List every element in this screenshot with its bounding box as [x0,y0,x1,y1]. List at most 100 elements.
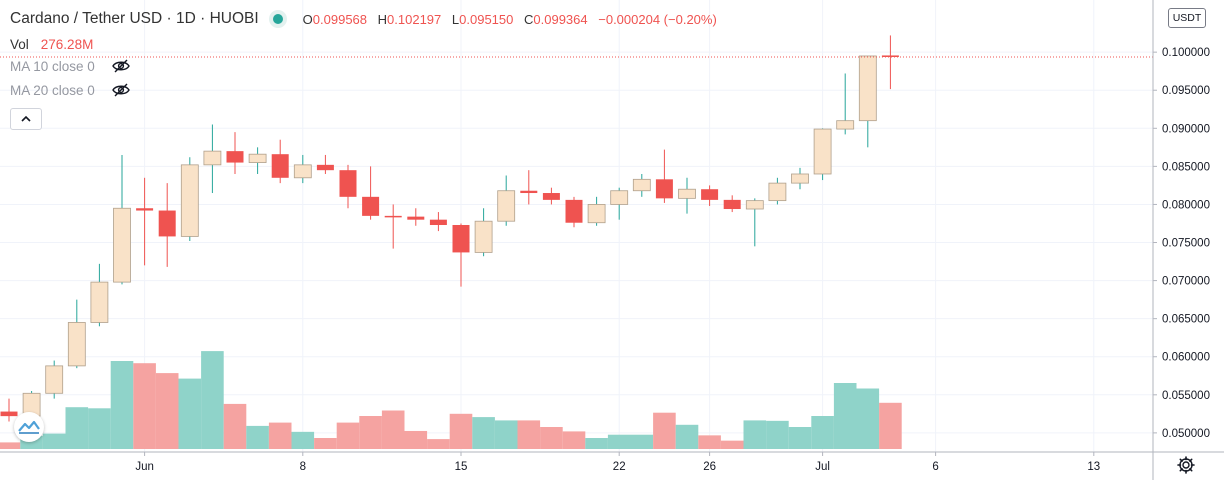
candle-body [384,215,402,218]
candle-body [407,216,425,220]
volume-bar [766,420,789,449]
candle-body [362,196,380,216]
collapse-legend-button[interactable] [10,108,42,130]
candle-body [678,188,696,199]
eye-hidden-icon[interactable] [111,58,131,74]
candle-body [474,220,493,253]
eye-hidden-icon[interactable] [111,82,131,98]
open-value: 0.099568 [312,11,368,27]
volume-bar [155,373,179,449]
time-tick-label: 8 [300,461,306,473]
symbol-title[interactable]: Cardano / Tether USD · 1D · HUOBI [10,10,259,27]
volume-bar [585,438,608,449]
candle-body [768,182,787,202]
candle-body [339,170,357,197]
candle-body [271,154,289,178]
candle-body [452,225,470,253]
volume-bar [133,363,156,449]
time-tick-label: 13 [1087,461,1100,473]
volume-bar [494,420,518,449]
volume-bar [833,383,857,449]
volume-bar [788,427,812,449]
candlesticks [0,35,899,422]
volume-bar [743,420,767,449]
volume-bar [0,442,21,449]
market-status-dot [272,14,283,24]
ohlc-values: O0.099568 H0.102197 L0.095150 C0.099364 … [303,12,717,27]
high-value: 0.102197 [387,11,442,27]
candle-body [587,204,606,224]
volume-bar [811,416,834,449]
candle-body [316,164,334,171]
candle-body [881,55,899,57]
candle-body [429,219,447,226]
time-tick-label: 22 [613,461,626,473]
time-tick-label: Jun [135,461,154,473]
volume-bar [314,438,337,449]
ma10-label[interactable]: MA 10 close 0 [10,58,95,74]
candle-body [745,200,764,210]
candle-body [293,164,312,179]
candle-body [226,151,244,163]
open-label: O [302,11,313,27]
volume-bar [246,425,269,449]
close-value: 0.099364 [533,11,588,27]
tradingview-logo[interactable] [14,412,44,442]
currency-badge[interactable]: USDT [1168,8,1206,28]
volume-bars [0,351,902,449]
volume-bar [517,420,541,449]
volume-bar [856,388,880,449]
candle-body [520,190,538,194]
candle-body [158,210,176,237]
volume-bar [630,434,654,449]
price-tick-label: 0.085000 [1162,161,1210,173]
volume-bar [88,408,111,449]
candle-body [836,120,855,130]
volume-value: 276.28M [40,36,94,52]
volume-bar [653,412,676,449]
candle-body [67,322,86,367]
candle-body [701,189,719,200]
logo-icon [18,420,40,434]
candle-body [113,207,131,283]
candle-body [813,128,832,175]
price-tick-label: 0.075000 [1162,238,1210,250]
volume-bar [427,439,450,449]
candle-body [0,411,18,417]
candle-body [858,55,877,122]
volume-bar [178,378,202,449]
price-tick-label: 0.065000 [1162,314,1210,326]
time-tick-label: 6 [932,461,938,473]
candle-body [136,208,154,211]
candle-body [610,190,629,205]
candle-body [542,193,560,200]
candle-body [791,173,809,184]
candle-body [248,153,267,163]
volume-bar [291,431,315,449]
volume-bar [698,435,721,449]
price-tick-label: 0.100000 [1162,47,1210,59]
change-value: −0.000204 (−0.20%) [598,11,717,27]
volume-bar [268,422,292,449]
volume-bar [65,407,89,449]
gear-icon[interactable] [1176,455,1196,475]
price-tick-label: 0.090000 [1162,123,1210,135]
volume-bar [449,413,473,449]
volume-bar [336,422,360,449]
price-tick-label: 0.095000 [1162,85,1210,97]
chevron-up-icon [21,115,31,122]
volume-bar [404,430,428,449]
volume-bar [879,402,902,449]
ma20-label[interactable]: MA 20 close 0 [10,82,95,98]
volume-bar [223,403,247,449]
volume-bar [110,361,134,449]
legend-overlay: Cardano / Tether USD · 1D · HUOBI O0.099… [10,8,717,130]
candle-body [565,199,583,223]
close-label: C [524,11,534,27]
candle-body [180,164,199,237]
time-tick-label: 15 [455,461,468,473]
time-tick-label: Jul [815,461,830,473]
price-tick-label: 0.070000 [1162,276,1210,288]
candle-body [45,365,64,394]
